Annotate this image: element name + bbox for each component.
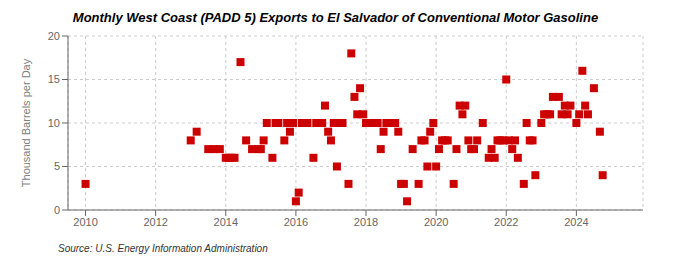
html-text:Monthly West Coast (PADD 5) Ex: Monthly West Coast (PADD 5) Exports to E… [72,10,599,25]
svg-text:0: 0 [54,204,60,216]
svg-text:2014: 2014 [214,216,238,228]
svg-text:2012: 2012 [143,216,167,228]
svg-text:2010: 2010 [73,216,97,228]
svg-text:20: 20 [48,30,60,42]
svg-text:2024: 2024 [564,216,588,228]
svg-text:2020: 2020 [424,216,448,228]
svg-text:2018: 2018 [354,216,378,228]
svg-text:2016: 2016 [284,216,308,228]
svg-text:5: 5 [54,160,60,172]
svg-text:15: 15 [48,73,60,85]
svg-text:10: 10 [48,117,60,129]
svg-text:Thousand Barrels per Day: Thousand Barrels per Day [20,58,32,187]
svg-text:2022: 2022 [494,216,518,228]
html-text:Source: U.S. Energy Informatio: Source: U.S. Energy Information Administ… [58,243,268,254]
